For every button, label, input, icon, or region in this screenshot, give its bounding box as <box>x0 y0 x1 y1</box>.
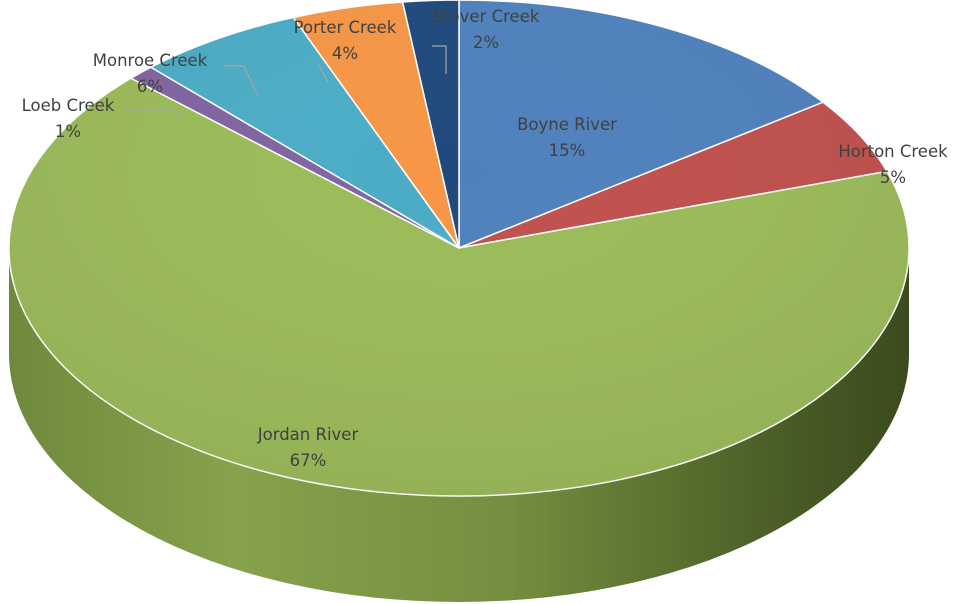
leader-lines <box>124 45 447 122</box>
data-label-name-boyne-river: Boyne River <box>517 115 617 134</box>
data-label-value-porter-creek: 4% <box>332 44 358 63</box>
data-label-value-jordan-river: 67% <box>290 451 327 470</box>
pie-top-layer <box>8 0 910 497</box>
data-label-value-loeb-creek: 1% <box>55 122 81 141</box>
data-label-value-monroe-creek: 6% <box>137 77 163 96</box>
data-label-name-porter-creek: Porter Creek <box>294 18 397 37</box>
data-label-name-jordan-river: Jordan River <box>257 425 359 444</box>
data-label-name-loeb-creek: Loeb Creek <box>22 96 115 115</box>
data-label-name-monroe-creek: Monroe Creek <box>93 51 208 70</box>
data-label-name-horton-creek: Horton Creek <box>838 142 948 161</box>
data-label-name-stover-creek: Stover Creek <box>433 7 540 26</box>
data-label-value-boyne-river: 15% <box>549 141 586 160</box>
pie-side-layer <box>9 248 909 602</box>
data-label-value-stover-creek: 2% <box>473 33 499 52</box>
data-label-value-horton-creek: 5% <box>880 168 906 187</box>
leader-line-porter-creek <box>317 62 329 83</box>
slice-side-jordan-river <box>9 248 909 602</box>
leader-line-loeb-creek <box>124 110 185 122</box>
leader-line-stover-creek <box>432 45 447 74</box>
leader-line-monroe-creek <box>224 65 259 97</box>
data-labels: Boyne River 15% Horton Creek 5% Jordan River… <box>22 7 948 470</box>
